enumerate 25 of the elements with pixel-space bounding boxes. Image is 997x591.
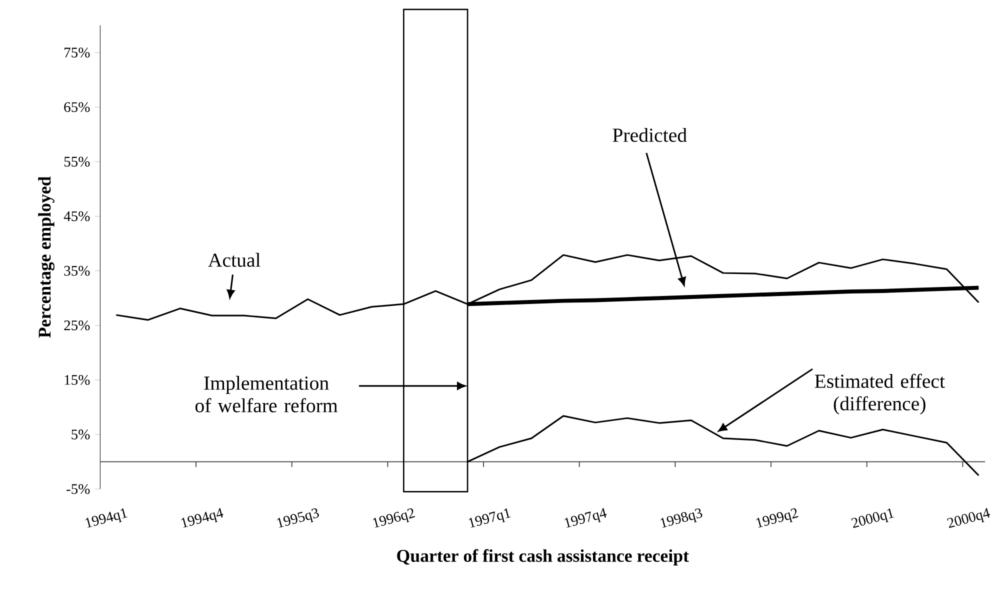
y-tick-label: 25% (64, 320, 90, 330)
y-tick-label: 55% (64, 156, 90, 167)
x-tick-label: 1996q2 (372, 508, 416, 528)
y-tick-label: -5% (66, 484, 90, 494)
x-tick-label: 1997q1 (468, 508, 511, 528)
y-tick-label: 5% (72, 429, 90, 440)
y-tick-label: 75% (64, 48, 90, 58)
y-tick-label: 45% (64, 211, 90, 222)
x-tick-label: 2000q1 (851, 508, 894, 528)
y-tick-label: 35% (64, 266, 90, 276)
y-tick-label: 65% (64, 102, 90, 112)
annotation: Implementation of welfare reform (195, 376, 338, 412)
x-tick-label: 1997q4 (564, 508, 607, 528)
x-tick-label: 1994q1 (85, 508, 128, 528)
x-tick-label: 1994q4 (181, 508, 224, 528)
y-axis-title: Percentage employed (38, 176, 54, 338)
y-tick-label: 15% (64, 374, 90, 385)
series-label: Estimated effect (difference) (814, 374, 945, 414)
x-tick-label: 1999q2 (756, 508, 798, 528)
annotation: Predicted (612, 128, 687, 142)
x-tick-label: 1995q3 (277, 508, 319, 528)
x-axis-title: Quarter of first cash assistance receipt (397, 549, 689, 566)
x-tick-label: 2000q4 (947, 508, 990, 528)
x-tick-label: 1998q3 (660, 508, 702, 528)
text: Actual (208, 252, 260, 267)
